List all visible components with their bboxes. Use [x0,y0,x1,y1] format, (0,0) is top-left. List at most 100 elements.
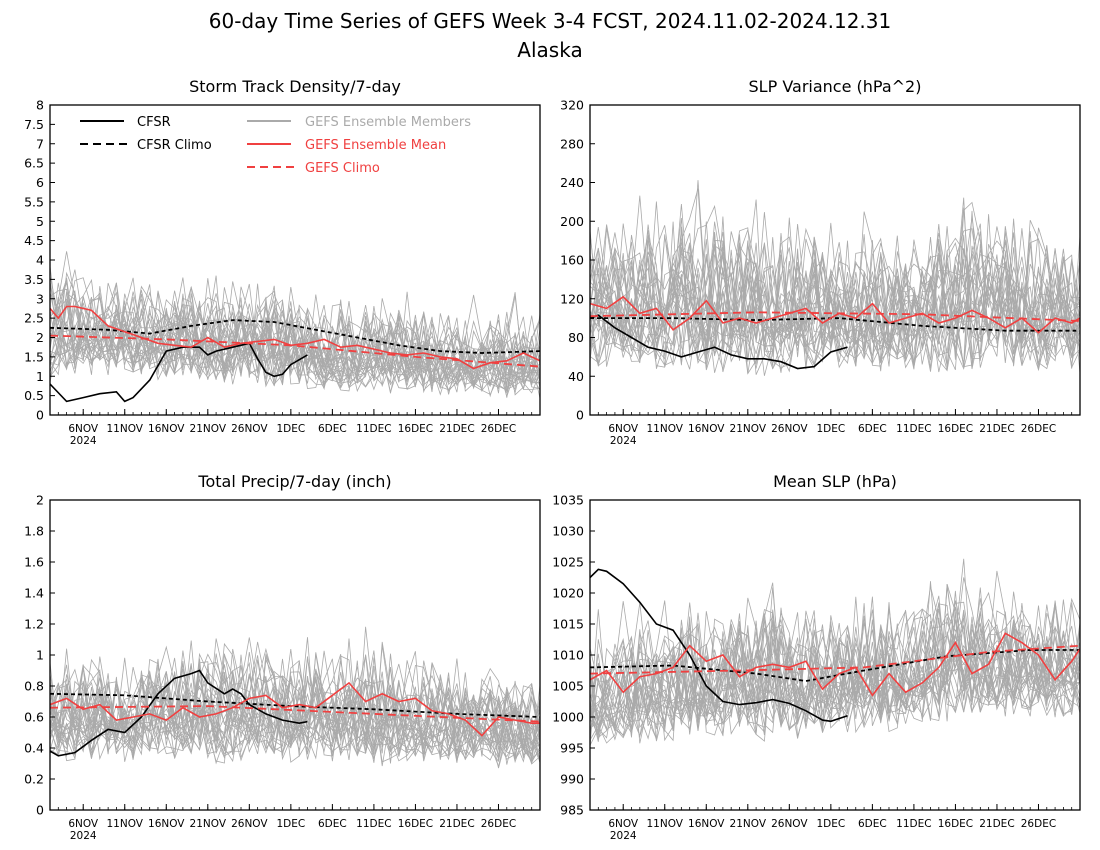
y-tick-label: 8 [36,98,44,113]
x-tick-label: 11DEC [896,818,931,830]
series-gefs-climo [590,644,1080,675]
y-tick-label: 1.2 [24,617,44,632]
legend-cfsr-label: CFSR [137,115,171,130]
x-tick-label: 6NOV [68,423,99,435]
legend-members-label: GEFS Ensemble Members [305,115,471,130]
x-tick-label: 11NOV [647,818,684,830]
x-tick-label: 26DEC [481,423,516,435]
y-tick-label: 280 [560,136,584,151]
panel-title: Mean SLP (hPa) [773,472,897,491]
ensemble-member-line [590,599,1080,744]
x-tick-label: 16NOV [148,423,185,435]
panel-title: Total Precip/7-day (inch) [197,472,391,491]
ensemble-member-line [50,647,540,762]
panel-title: Storm Track Density/7-day [189,77,401,96]
legend-gefs-climo-label: GEFS Climo [305,161,380,176]
x-tick-label: 1DEC [816,423,845,435]
series-cfsr-climo [50,319,540,354]
x-tick-label: 6NOV [68,818,99,830]
y-tick-label: 2 [36,330,44,345]
ensemble-member-line [590,596,1080,740]
y-tick-label: 160 [560,253,584,268]
ensemble-member-line [590,590,1080,738]
x-tick-label: 16DEC [938,818,973,830]
x-tick-label: 6DEC [318,423,347,435]
ensemble-member-line [50,283,540,394]
series-cfsr [50,669,308,757]
x-tick-label: 11DEC [356,423,391,435]
x-tick-label: 26NOV [771,423,808,435]
series-cfsr-climo [590,317,1080,332]
legend-mean-label: GEFS Ensemble Mean [305,138,446,153]
figure-subtitle: Alaska [517,38,582,62]
y-tick-label: 0 [576,408,584,423]
y-tick-label: 200 [560,214,584,229]
ensemble-member-line [590,201,1080,373]
x-tick-label: 11NOV [107,818,144,830]
x-tick-label: 21DEC [979,423,1014,435]
x-tick-label: 1DEC [276,423,305,435]
y-tick-label: 1020 [552,586,584,601]
x-tick-label: 1DEC [276,818,305,830]
x-tick-label: 16NOV [688,423,725,435]
x-tick-label: 16DEC [938,423,973,435]
series-cfsr-climo [590,649,1080,682]
x-tick-label: 1DEC [816,818,845,830]
ensemble-members [50,251,540,399]
ensemble-member-line [50,265,540,395]
ensemble-member-line [590,217,1080,369]
x-tick-label: 26NOV [771,818,808,830]
y-tick-label: 0.8 [24,679,44,694]
ensemble-member-line [50,672,540,762]
series-gefs-ensemble-mean [50,681,540,737]
x-tick-label: 21NOV [190,423,227,435]
ensemble-member-line [590,609,1080,746]
y-tick-label: 4.5 [24,233,44,248]
y-tick-label: 1.6 [24,555,44,570]
series-gefs-ensemble-mean [590,632,1080,697]
series-gefs-climo [50,334,540,368]
series-cfsr [590,568,848,723]
ensemble-member-line [590,601,1080,739]
y-tick-label: 2 [36,493,44,508]
y-tick-label: 320 [560,98,584,113]
y-tick-label: 80 [568,330,584,345]
x-tick-label: 6DEC [858,818,887,830]
x-tick-label: 21DEC [979,818,1014,830]
y-tick-label: 5.5 [24,194,44,209]
series-gefs-climo [590,311,1080,322]
x-tick-label: 11DEC [896,423,931,435]
y-tick-label: 5 [36,214,44,229]
ensemble-member-line [590,605,1080,738]
ensemble-member-line [590,216,1080,370]
x-tick-label: 21NOV [190,818,227,830]
y-tick-label: 240 [560,175,584,190]
x-year-label: 2024 [610,830,637,842]
y-tick-label: 0.4 [24,741,44,756]
series-cfsr [50,342,308,403]
x-year-label: 2024 [610,435,637,447]
x-tick-label: 11DEC [356,818,391,830]
y-tick-label: 6.5 [24,156,44,171]
x-tick-label: 26NOV [231,423,268,435]
x-tick-label: 26DEC [1021,818,1056,830]
ensemble-member-line [590,197,1080,374]
y-tick-label: 7.5 [24,117,44,132]
y-tick-label: 995 [560,741,584,756]
plot-frame [49,499,541,811]
ensemble-member-line [590,583,1080,733]
y-tick-label: 3.5 [24,272,44,287]
x-tick-label: 21NOV [730,818,767,830]
ensemble-member-line [590,217,1080,375]
y-tick-label: 1030 [552,524,584,539]
x-tick-label: 6NOV [608,818,639,830]
y-tick-label: 990 [560,772,584,787]
x-year-label: 2024 [70,830,97,842]
y-tick-label: 7 [36,136,44,151]
x-year-label: 2024 [70,435,97,447]
ensemble-member-line [50,277,540,399]
ensemble-member-line [50,286,540,395]
ensemble-member-line [50,655,540,765]
ensemble-member-line [590,228,1080,371]
